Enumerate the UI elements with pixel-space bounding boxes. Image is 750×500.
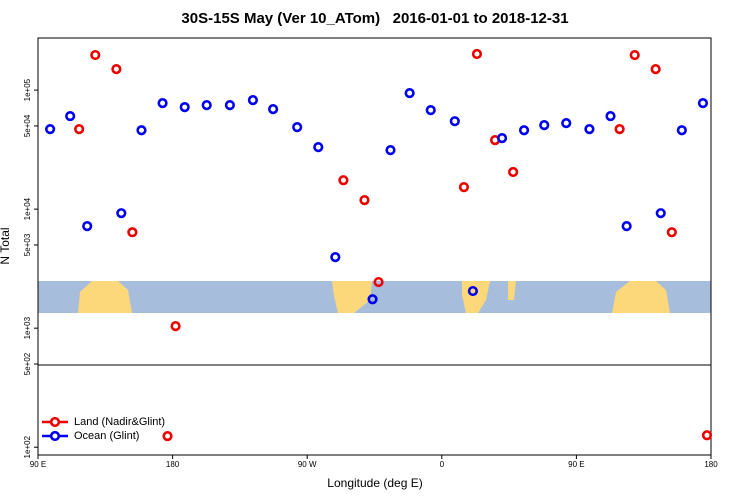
point xyxy=(666,227,677,238)
point xyxy=(116,208,127,219)
point xyxy=(111,64,122,75)
point xyxy=(561,118,572,129)
point xyxy=(449,116,460,127)
point xyxy=(268,104,279,115)
point xyxy=(471,48,483,60)
legend-label: Ocean (Glint) xyxy=(74,430,139,442)
point xyxy=(605,110,616,122)
point xyxy=(90,49,101,61)
point xyxy=(359,195,370,206)
point xyxy=(697,97,709,109)
point xyxy=(701,430,713,441)
x-tick-label: 90 W xyxy=(298,460,317,469)
point xyxy=(136,125,147,136)
point xyxy=(247,95,259,106)
point xyxy=(313,142,324,153)
point xyxy=(467,285,479,297)
y-tick-label: 5e+04 xyxy=(23,114,32,137)
point xyxy=(650,64,661,75)
point xyxy=(425,105,436,116)
point xyxy=(162,430,173,442)
point xyxy=(367,294,378,305)
point xyxy=(179,101,190,113)
point xyxy=(65,110,76,122)
point xyxy=(74,124,85,135)
y-tick-label: 5e+03 xyxy=(23,233,32,256)
point xyxy=(508,166,519,178)
x-tick-label: 90 E xyxy=(568,460,584,469)
x-tick-label: 0 xyxy=(440,460,445,469)
legend-marker xyxy=(49,416,61,428)
point xyxy=(82,221,93,232)
point xyxy=(518,125,530,136)
point xyxy=(539,120,550,131)
y-axis-label: N Total xyxy=(0,227,12,264)
point xyxy=(170,321,181,332)
y-tick-label: 1e+03 xyxy=(23,316,32,339)
y-tick-label: 1e+05 xyxy=(23,78,32,101)
plot-frame xyxy=(37,37,712,456)
point xyxy=(292,121,303,133)
point xyxy=(655,208,666,219)
point xyxy=(224,100,235,111)
point xyxy=(404,87,415,99)
point xyxy=(584,124,595,135)
point xyxy=(458,182,470,193)
point xyxy=(157,97,168,109)
x-axis-label: Longitude (deg E) xyxy=(327,476,422,490)
point xyxy=(676,125,687,136)
legend-label: Land (Nadir&Glint) xyxy=(74,416,165,428)
chart-title: 30S-15S May (Ver 10_ATom) 2016-01-01 to … xyxy=(181,10,568,27)
point xyxy=(496,133,508,144)
point xyxy=(45,124,56,135)
point xyxy=(338,175,349,186)
y-tick-label: 5e+02 xyxy=(23,352,32,375)
point xyxy=(373,276,384,288)
point xyxy=(629,49,640,61)
point xyxy=(201,100,212,111)
y-tick-label: 1e+04 xyxy=(23,197,32,220)
point xyxy=(614,124,625,135)
point xyxy=(127,227,138,238)
point xyxy=(385,145,396,156)
x-tick-label: 180 xyxy=(166,460,180,469)
x-tick-label: 180 xyxy=(704,460,718,469)
point xyxy=(330,252,341,263)
legend-marker xyxy=(49,430,61,442)
point xyxy=(621,221,632,232)
y-tick-label: 1e+02 xyxy=(23,435,32,458)
x-tick-label: 90 E xyxy=(30,460,46,469)
map-strip xyxy=(38,281,711,313)
